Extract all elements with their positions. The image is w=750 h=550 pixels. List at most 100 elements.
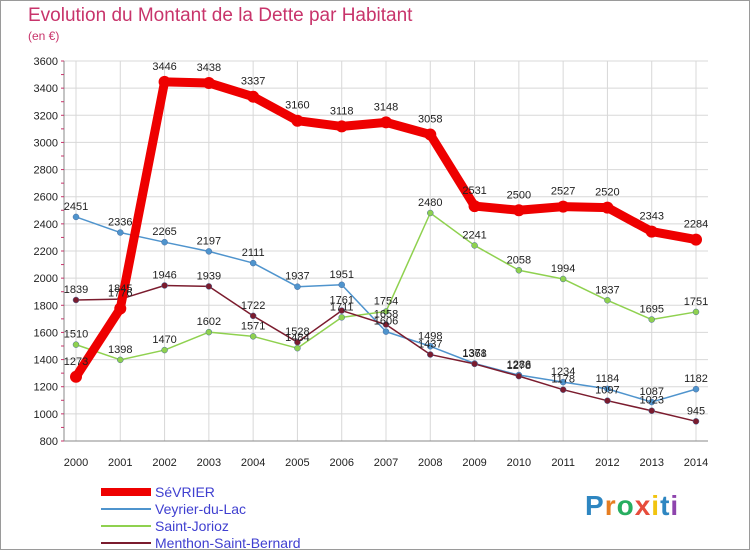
data-label: 2480 [418, 197, 442, 209]
data-point [114, 302, 127, 315]
data-label: 1398 [108, 344, 132, 356]
y-tick-label: 1800 [34, 300, 58, 312]
data-point [247, 90, 260, 103]
y-tick-label: 3200 [34, 110, 58, 122]
data-label: 1234 [551, 366, 575, 378]
data-point [559, 378, 567, 386]
x-tick-label: 2006 [329, 457, 353, 469]
x-tick-label: 2000 [64, 457, 88, 469]
data-label: 1510 [64, 329, 88, 341]
logo-letter: r [604, 490, 617, 521]
data-label: 1273 [64, 356, 88, 368]
data-point [559, 275, 567, 283]
data-point [161, 282, 168, 289]
data-label: 1602 [197, 316, 221, 328]
data-point [648, 398, 655, 406]
logo-letter: i [651, 490, 661, 521]
data-label: 3058 [418, 114, 442, 126]
y-tick-label: 2400 [34, 219, 58, 231]
legend-label: Menthon-Saint-Bernard [155, 535, 301, 550]
data-point [249, 259, 257, 267]
data-point [382, 308, 390, 315]
data-label: 3446 [152, 61, 176, 73]
y-tick-label: 3400 [34, 83, 58, 95]
data-label: 1087 [639, 386, 663, 398]
data-point [335, 120, 348, 133]
legend-swatch [101, 542, 151, 544]
data-label: 1839 [64, 284, 88, 296]
x-tick-label: 2011 [551, 457, 575, 469]
data-point [294, 344, 301, 352]
y-tick-label: 800 [40, 436, 58, 448]
data-point [604, 385, 611, 393]
data-label: 2527 [551, 186, 575, 198]
data-label: 1658 [374, 309, 398, 321]
data-point [249, 333, 257, 340]
data-point [604, 397, 611, 404]
y-tick-label: 2200 [34, 246, 58, 258]
data-label: 2197 [197, 235, 221, 247]
x-tick-label: 2007 [374, 457, 398, 469]
y-tick-label: 1000 [34, 409, 58, 421]
data-label: 2520 [595, 187, 619, 199]
data-label: 1437 [418, 339, 442, 351]
x-tick-label: 2013 [639, 457, 663, 469]
data-label: 1498 [418, 330, 442, 342]
x-tick-label: 2005 [285, 457, 309, 469]
data-label: 1097 [595, 385, 619, 397]
data-label: 1184 [596, 373, 620, 385]
data-point [338, 307, 345, 314]
x-tick-label: 2010 [507, 457, 531, 469]
data-label: 1754 [374, 296, 398, 308]
data-label: 2451 [64, 201, 88, 213]
data-point [427, 209, 434, 217]
legend-swatch [101, 488, 151, 496]
legend-swatch [101, 525, 151, 527]
logo-letter: i [670, 490, 680, 521]
data-label: 3160 [285, 100, 309, 112]
data-point [205, 283, 213, 290]
y-tick-label: 3000 [34, 137, 58, 149]
data-label: 1951 [329, 269, 353, 281]
data-point [512, 204, 525, 217]
x-tick-label: 2004 [241, 457, 265, 469]
data-point [424, 128, 437, 141]
data-point [692, 418, 700, 425]
data-point [382, 321, 390, 328]
data-label: 1722 [241, 300, 265, 312]
data-point [471, 360, 478, 368]
data-label: 1528 [285, 326, 309, 338]
logo-letter: x [634, 490, 652, 521]
y-tick-label: 1200 [34, 382, 58, 394]
data-point [161, 346, 168, 354]
chart-title: Evolution du Montant de la Dette par Hab… [28, 5, 413, 26]
logo-letter: P [585, 490, 605, 521]
data-point [515, 372, 523, 380]
data-point [559, 386, 567, 393]
legend-label: SéVRIER [155, 484, 215, 500]
data-label: 3337 [241, 76, 265, 88]
data-label: 2284 [684, 219, 708, 231]
x-tick-label: 2014 [684, 457, 708, 469]
legend-swatch [101, 508, 151, 510]
data-label: 2058 [507, 254, 531, 266]
data-label: 3148 [374, 101, 398, 113]
legend-label: Veyrier-du-Lac [155, 501, 247, 517]
data-point [380, 116, 392, 129]
data-label: 1606 [374, 316, 398, 328]
data-label: 945 [687, 405, 705, 417]
data-point [382, 328, 390, 335]
proxiti-logo: Proxiti [585, 490, 679, 522]
y-tick-label: 1400 [34, 355, 58, 367]
data-point [72, 296, 80, 304]
data-point [648, 407, 655, 414]
y-tick-label: 2000 [34, 273, 58, 285]
data-point [338, 314, 345, 321]
data-label: 1751 [684, 296, 708, 308]
data-label: 3118 [330, 105, 354, 117]
data-point [427, 351, 434, 358]
data-label: 1178 [551, 374, 575, 386]
data-label: 1845 [108, 283, 132, 295]
